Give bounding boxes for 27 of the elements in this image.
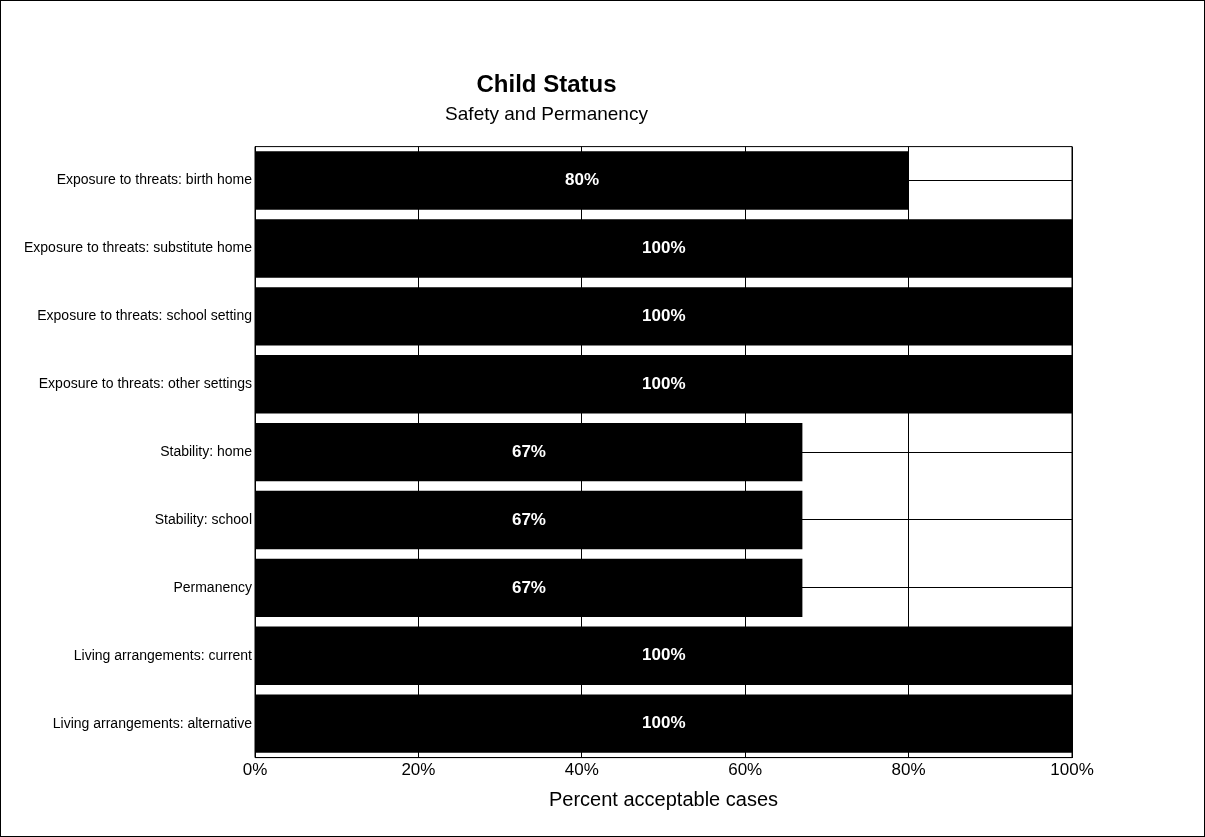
x-tick-label: 40% xyxy=(564,760,599,780)
data-label: 100% xyxy=(642,713,686,733)
data-label: 67% xyxy=(511,509,546,529)
x-axis-title: Percent acceptable cases xyxy=(548,787,779,810)
y-tick-label: Exposure to threats: substitute home xyxy=(24,239,253,256)
x-tick-label: 100% xyxy=(1050,760,1094,780)
y-tick-label: Exposure to threats: other settings xyxy=(38,375,253,392)
data-label: 67% xyxy=(511,441,546,461)
data-label: 67% xyxy=(511,577,546,597)
data-label: 100% xyxy=(642,306,686,326)
data-label: 100% xyxy=(642,645,686,665)
y-tick-label: Stability: school xyxy=(154,510,253,527)
chart-title: Child Status xyxy=(476,70,617,98)
data-label: 100% xyxy=(642,373,686,393)
x-tick-label: 0% xyxy=(242,760,268,780)
y-tick-label: Permanency xyxy=(173,578,253,595)
data-label: 100% xyxy=(642,238,686,258)
y-tick-label: Exposure to threats: birth home xyxy=(56,171,253,188)
chart-subtitle: Safety and Permanency xyxy=(445,103,649,125)
y-tick-label: Stability: home xyxy=(160,442,253,459)
x-tick-label: 60% xyxy=(728,760,763,780)
y-tick-label: Living arrangements: current xyxy=(73,646,253,663)
data-label: 80% xyxy=(565,170,600,190)
y-tick-label: Exposure to threats: school setting xyxy=(37,307,253,324)
x-tick-label: 80% xyxy=(891,760,926,780)
x-tick-label: 20% xyxy=(401,760,436,780)
y-tick-label: Living arrangements: alternative xyxy=(52,714,253,731)
